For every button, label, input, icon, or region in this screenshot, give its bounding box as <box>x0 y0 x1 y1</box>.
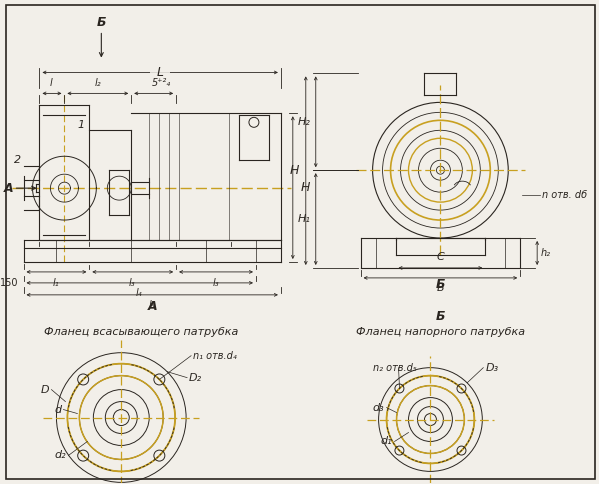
Text: H₂: H₂ <box>298 117 311 127</box>
Text: l₃: l₃ <box>129 278 135 288</box>
Text: n отв. dб: n отв. dб <box>542 190 587 200</box>
Text: B: B <box>437 283 444 293</box>
Text: d₂: d₂ <box>55 451 66 460</box>
Text: 150: 150 <box>1 278 19 288</box>
Text: L: L <box>157 66 164 79</box>
Text: H₁: H₁ <box>298 214 311 224</box>
Text: l₁: l₁ <box>53 278 60 288</box>
Text: H: H <box>301 181 310 194</box>
Text: n₂ отв.d₅: n₂ отв.d₅ <box>373 363 416 373</box>
Text: А: А <box>147 301 157 313</box>
Text: l₄: l₄ <box>136 288 143 298</box>
Text: D: D <box>41 385 50 394</box>
Text: D₂: D₂ <box>189 373 202 383</box>
Text: d: d <box>55 405 62 415</box>
Text: 5⁺²₄: 5⁺²₄ <box>152 78 171 89</box>
Text: Фланец всасывающего патрубка: Фланец всасывающего патрубка <box>44 327 238 337</box>
Text: h₂: h₂ <box>540 248 550 258</box>
Text: Б: Б <box>435 310 445 323</box>
Text: D₃: D₃ <box>485 363 498 373</box>
Text: d₃: d₃ <box>373 403 385 412</box>
Text: d₁: d₁ <box>381 437 392 446</box>
Text: l₅: l₅ <box>149 300 156 310</box>
Text: H: H <box>289 164 299 177</box>
Text: 1: 1 <box>78 121 85 130</box>
Text: C: C <box>437 252 444 262</box>
Text: l: l <box>50 78 53 89</box>
Text: n₁ отв.d₄: n₁ отв.d₄ <box>193 351 237 361</box>
Text: l₂: l₂ <box>95 78 102 89</box>
Text: А: А <box>4 182 13 195</box>
Text: Б: Б <box>435 278 445 291</box>
Text: l₃: l₃ <box>213 278 219 288</box>
Text: 2: 2 <box>14 155 21 165</box>
Text: Б: Б <box>96 16 106 29</box>
Text: Фланец напорного патрубка: Фланец напорного патрубка <box>356 327 525 337</box>
